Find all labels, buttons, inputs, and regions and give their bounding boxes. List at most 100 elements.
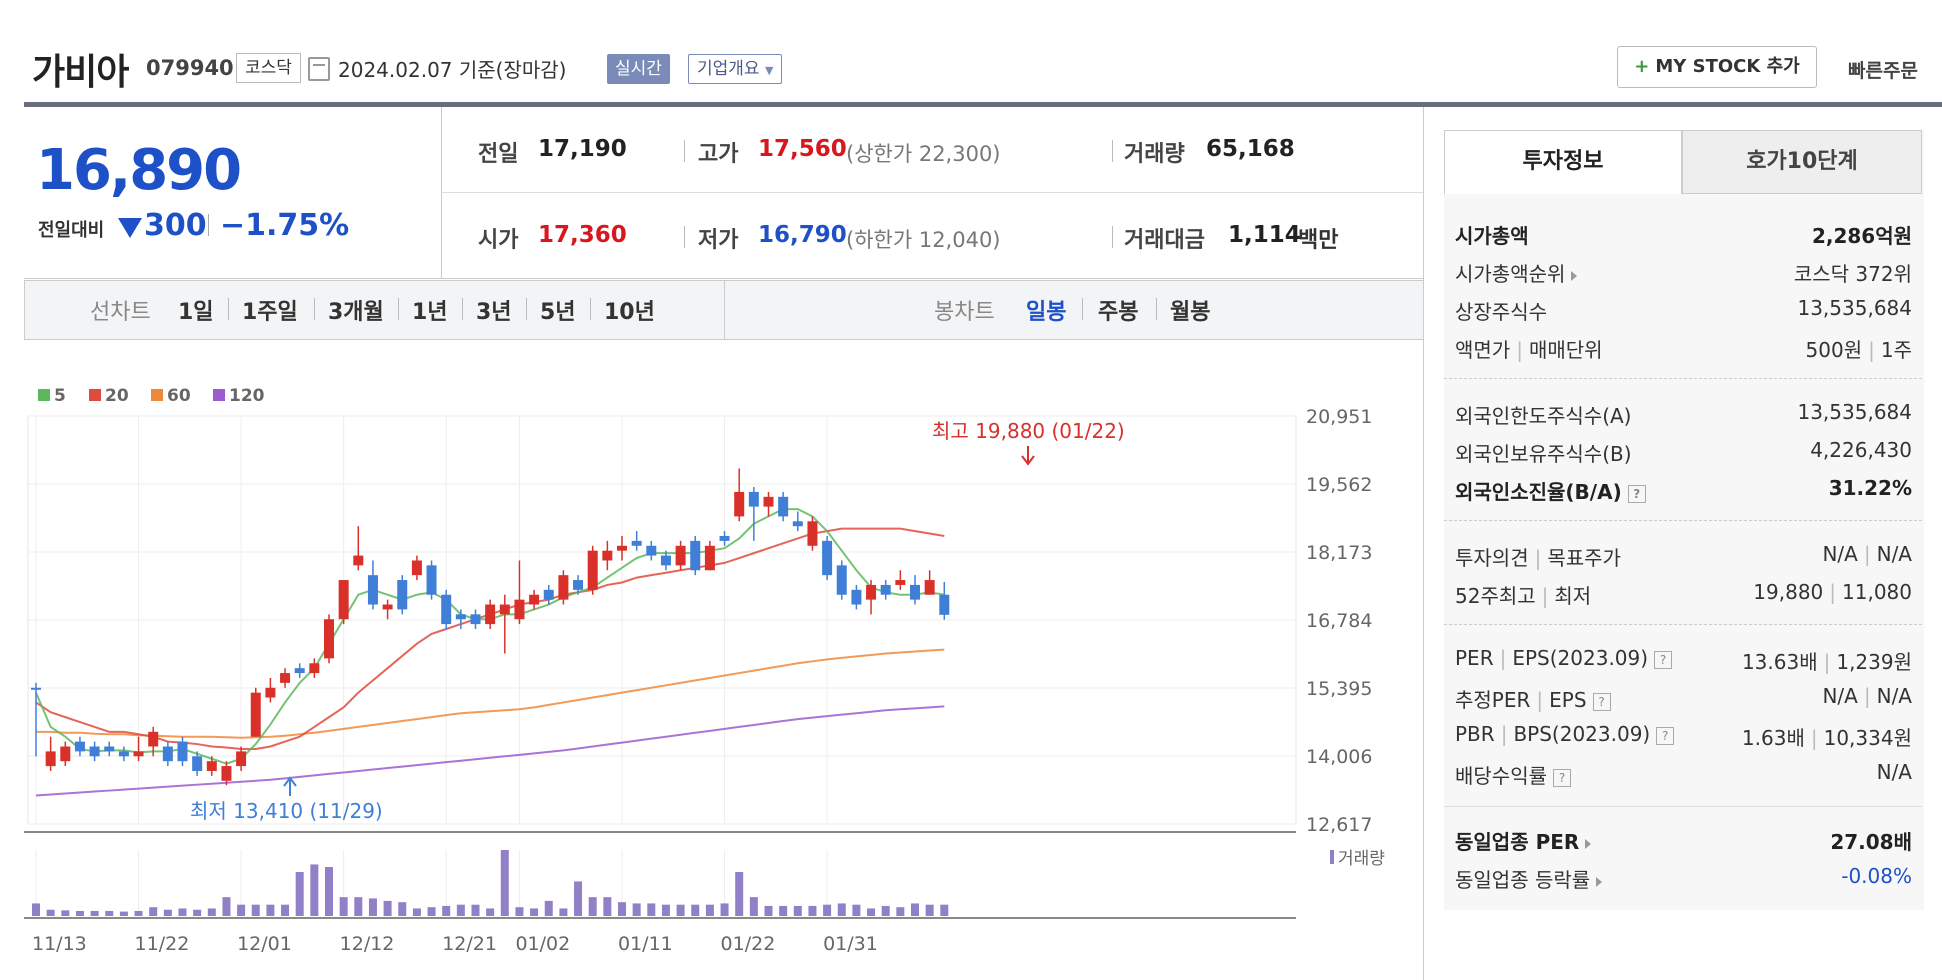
legend-swatch: [213, 389, 225, 401]
period-1w[interactable]: 1주일: [242, 300, 298, 325]
volume-bar: [486, 908, 495, 916]
y-tick-label: 12,617: [1306, 814, 1372, 836]
help-icon[interactable]: ?: [1656, 726, 1675, 745]
help-icon[interactable]: ?: [1592, 692, 1611, 711]
market-cap-label: 시가총액: [1455, 224, 1529, 248]
price-box: [24, 107, 442, 279]
pbr-label-2: BPS(2023.09): [1513, 722, 1651, 746]
volume-bar: [588, 897, 597, 916]
divider: [1444, 624, 1922, 625]
candle-body: [162, 746, 173, 762]
divider: |: [1516, 338, 1523, 362]
par-value-label-2: 매매단위: [1528, 338, 1603, 362]
line-chart-label: 선차트: [90, 300, 151, 325]
period-3y[interactable]: 3년: [476, 300, 512, 325]
volume-bar: [500, 850, 509, 916]
add-mystock-button[interactable]: + MY STOCK 추가: [1617, 46, 1817, 88]
foreign-ratio-label: 외국인소진율(B/A)?: [1455, 476, 1646, 505]
52w-value: 19,880 | 11,080: [1753, 580, 1912, 604]
candle-body: [939, 594, 950, 615]
add-mystock-label: MY STOCK 추가: [1655, 56, 1800, 77]
sector-per-link[interactable]: 동일업종 PER: [1455, 826, 1592, 855]
candle-body: [924, 580, 935, 595]
market-cap-rank-link[interactable]: 시가총액순위: [1455, 258, 1578, 287]
realtime-button[interactable]: 실시간: [607, 54, 670, 84]
candle-body: [265, 687, 276, 698]
price-change: 300: [144, 208, 207, 243]
period-3m[interactable]: 3개월: [328, 300, 384, 325]
candle-body: [866, 584, 877, 600]
high-label: 고가: [698, 142, 739, 167]
candle-body: [485, 604, 496, 625]
volume-bar: [471, 904, 480, 916]
candle-body: [719, 535, 730, 541]
candle-body: [895, 580, 906, 585]
52w-low: 11,080: [1842, 580, 1912, 604]
volume-bar: [911, 903, 919, 916]
x-tick-label: 01/02: [515, 933, 570, 955]
candle-body: [778, 496, 789, 517]
candle-body: [910, 584, 920, 600]
volume-bar: [647, 903, 656, 916]
company-overview-button[interactable]: 기업개요 ▼: [688, 54, 783, 84]
y-tick-label: 15,395: [1306, 678, 1372, 700]
volume-bar: [676, 904, 685, 916]
candle-body: [807, 521, 818, 546]
ma120-line: [35, 705, 945, 797]
tab-investment-info[interactable]: 투자정보: [1444, 130, 1682, 194]
candle-body: [177, 741, 188, 762]
divider: |: [1823, 650, 1831, 674]
foreign-ratio-label-text: 외국인소진율(B/A): [1455, 480, 1622, 504]
candle-daily[interactable]: 일봉: [1026, 300, 1067, 325]
candle-body: [660, 555, 671, 566]
candle-body: [514, 599, 525, 620]
candle-body: [104, 746, 115, 752]
52w-label-1: 52주최고: [1455, 584, 1536, 608]
candle-body: [470, 614, 481, 625]
period-1y[interactable]: 1년: [412, 300, 448, 325]
stats-bottom-divider: [442, 278, 1424, 279]
volume-bar: [149, 907, 158, 916]
legend-label: 60: [167, 386, 191, 406]
par-value-label: 액면가 | 매매단위: [1455, 334, 1603, 363]
candle-body: [704, 545, 715, 571]
x-tick-label: 12/01: [237, 933, 292, 955]
opinion-value-2: N/A: [1876, 542, 1912, 566]
candle-body: [558, 575, 569, 600]
candle-body: [880, 584, 891, 595]
period-10y[interactable]: 10년: [604, 300, 655, 325]
divider: [1156, 298, 1157, 320]
trade-amount-value: 1,114: [1228, 222, 1301, 248]
candle-monthly[interactable]: 월봉: [1170, 300, 1211, 325]
volume-legend-swatch: [1330, 850, 1334, 864]
volume-bar: [881, 905, 890, 916]
est-per-value: N/A | N/A: [1822, 684, 1912, 708]
low-annotation: 최저 13,410 (11/29): [190, 799, 383, 823]
period-5y[interactable]: 5년: [540, 300, 576, 325]
listed-shares-value: 13,535,684: [1797, 296, 1912, 320]
candle-weekly[interactable]: 주봉: [1098, 300, 1139, 325]
candle-body: [148, 731, 159, 747]
sector-change-link[interactable]: 동일업종 등락률: [1455, 864, 1603, 893]
chevron-down-icon: ▼: [764, 64, 774, 77]
low-arrow-icon: [283, 776, 297, 787]
caret-right-icon: [1585, 838, 1592, 849]
volume-bar: [691, 904, 700, 916]
divider: [462, 298, 463, 320]
volume-bar: [764, 905, 773, 916]
volume-bar: [896, 907, 905, 916]
help-icon[interactable]: ?: [1654, 650, 1673, 669]
help-icon[interactable]: ?: [1627, 484, 1646, 503]
candle-body: [60, 746, 71, 762]
x-tick-label: 01/11: [618, 933, 673, 955]
period-1d[interactable]: 1일: [178, 300, 214, 325]
quick-order-button[interactable]: 빠른주문: [1848, 56, 1918, 83]
per-label-2: EPS(2023.09): [1512, 646, 1649, 670]
candle-body: [499, 604, 510, 615]
divider: [208, 214, 209, 236]
tab-order-book[interactable]: 호가10단계: [1682, 130, 1922, 194]
help-icon[interactable]: ?: [1553, 768, 1571, 787]
opinion-label-1: 투자의견: [1455, 546, 1529, 570]
stock-chart[interactable]: 20,951 19,562 18,173 16,784 15,395 14,006 12,6…: [0, 370, 1424, 980]
candle-body: [206, 761, 217, 771]
